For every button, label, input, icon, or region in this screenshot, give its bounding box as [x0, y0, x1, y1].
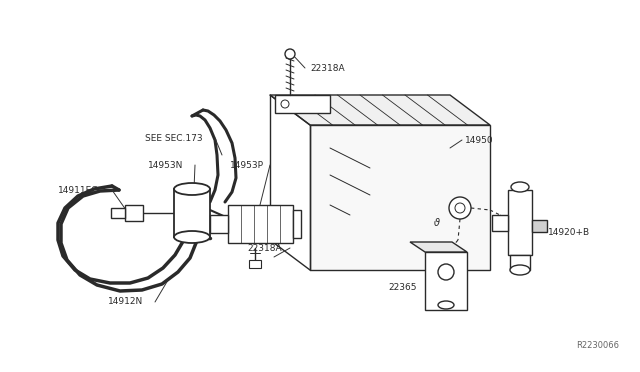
Polygon shape: [410, 242, 467, 252]
Ellipse shape: [174, 183, 210, 195]
Ellipse shape: [174, 231, 210, 243]
Circle shape: [455, 203, 465, 213]
Bar: [293, 210, 301, 238]
Bar: [210, 215, 228, 233]
Ellipse shape: [510, 265, 530, 275]
Circle shape: [281, 100, 289, 108]
Text: 14912N: 14912N: [108, 298, 143, 307]
Bar: [228, 205, 293, 243]
Text: R2230066: R2230066: [576, 340, 619, 350]
Text: 22318A: 22318A: [310, 64, 344, 73]
Bar: [425, 252, 467, 310]
Bar: [249, 260, 261, 268]
Bar: [508, 190, 532, 255]
Polygon shape: [310, 125, 490, 270]
Bar: [275, 95, 330, 113]
Text: 22365: 22365: [388, 283, 417, 292]
Ellipse shape: [438, 301, 454, 309]
Bar: [174, 189, 210, 237]
Circle shape: [285, 49, 295, 59]
Bar: [532, 220, 547, 232]
Bar: [510, 255, 530, 270]
Circle shape: [438, 264, 454, 280]
Circle shape: [449, 197, 471, 219]
Text: SEE SEC.173: SEE SEC.173: [145, 134, 203, 142]
Text: 14950: 14950: [465, 135, 493, 144]
Text: 14920+B: 14920+B: [548, 228, 590, 237]
Text: 14953N: 14953N: [148, 160, 184, 170]
Text: 22318A: 22318A: [247, 244, 282, 253]
Ellipse shape: [511, 182, 529, 192]
Text: 14911EC: 14911EC: [58, 186, 99, 195]
Bar: [125, 205, 143, 221]
Bar: [111, 208, 125, 218]
Text: $\vartheta$: $\vartheta$: [433, 216, 441, 228]
Polygon shape: [270, 95, 490, 125]
Bar: [492, 215, 508, 231]
Text: 14953P: 14953P: [230, 160, 264, 170]
